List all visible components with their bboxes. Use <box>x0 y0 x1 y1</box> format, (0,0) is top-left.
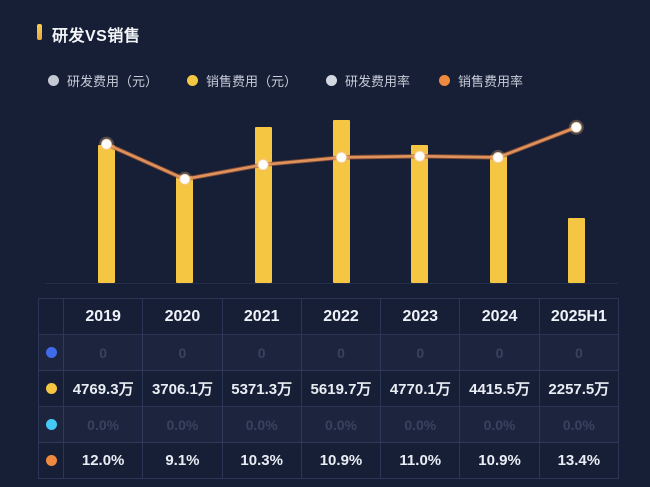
table-cell-2024: 0.0% <box>460 407 540 443</box>
data-point-2019[interactable] <box>101 138 112 150</box>
table-cell-2021: 10.3% <box>222 443 302 479</box>
legend-item-sales-expense-rate[interactable]: 销售费用率 <box>439 71 523 90</box>
table-cell-2024: 0 <box>460 335 540 371</box>
legend-dot-icon <box>48 75 59 86</box>
series-dot-icon <box>45 383 57 394</box>
data-point-2024[interactable] <box>492 151 504 163</box>
table-cell-2019: 4769.3万 <box>64 371 144 407</box>
legend-dot-icon <box>187 75 199 86</box>
table-cell-2019: 12.0% <box>64 443 144 479</box>
data-point-2022[interactable] <box>335 151 347 163</box>
table-cell-2022: 10.9% <box>301 443 382 479</box>
bar-2019[interactable] <box>98 144 115 283</box>
legend-dot-icon <box>439 75 451 86</box>
page-title: 研发VS销售 <box>52 28 141 45</box>
table-cell-2022: 0.0% <box>301 407 382 443</box>
table-cell-2021: 0.0% <box>222 407 302 443</box>
table-header-2022: 2022 <box>301 299 382 335</box>
table-cell-2025H1: 0.0% <box>539 407 619 443</box>
series-dot-cell <box>39 335 64 371</box>
table-cell-2025H1: 13.4% <box>539 443 619 479</box>
bar-2020[interactable] <box>176 175 194 283</box>
legend: 研发费用（元） 销售费用（元） 研发费用率 销售费用率 <box>48 71 523 90</box>
table-cell-2023: 4770.1万 <box>381 371 461 407</box>
table-cell-2022: 5619.7万 <box>301 371 382 407</box>
table-cell-2020: 9.1% <box>143 443 223 479</box>
legend-dot-icon <box>326 75 338 86</box>
series-dot-icon <box>45 419 57 430</box>
table-cell-2025H1: 0 <box>539 335 619 371</box>
data-table: 2019 2020 2021 2022 2023 2024 2025H1 0 0 0 0 0 0 0 476… <box>38 298 619 479</box>
series-dot-icon <box>45 347 57 358</box>
series-dot-cell <box>39 443 64 479</box>
table-cell-2023: 0 <box>381 335 461 371</box>
table-cell-2024: 4415.5万 <box>460 371 540 407</box>
x-axis-line <box>45 283 618 284</box>
table-header-2019: 2019 <box>64 299 144 335</box>
table-header-2024: 2024 <box>460 299 540 335</box>
bar-2025H1[interactable] <box>567 217 585 283</box>
table-cell-2020: 3706.1万 <box>143 371 223 407</box>
bar-2023[interactable] <box>411 144 429 283</box>
table-cell-2021: 5371.3万 <box>222 371 302 407</box>
legend-item-rd-expense-rate[interactable]: 研发费用率 <box>326 71 410 90</box>
legend-item-sales-expense[interactable]: 销售费用（元） <box>187 71 297 90</box>
table-header-2020: 2020 <box>143 299 223 335</box>
table-header-corner <box>39 299 64 335</box>
table-header-2025H1: 2025H1 <box>539 299 619 335</box>
data-point-2025H1[interactable] <box>570 121 582 133</box>
legend-item-rd-expense[interactable]: 研发费用（元） <box>48 71 158 90</box>
table-cell-2023: 11.0% <box>381 443 461 479</box>
table-header-2021: 2021 <box>222 299 302 335</box>
title-accent-bar <box>37 24 42 40</box>
series-dot-cell <box>39 371 64 407</box>
table-cell-2025H1: 2257.5万 <box>539 371 619 407</box>
table-cell-2022: 0 <box>301 335 382 371</box>
table-header-2023: 2023 <box>381 299 461 335</box>
series-dot-icon <box>45 455 57 466</box>
table-cell-2020: 0 <box>143 335 223 371</box>
series-dot-cell <box>39 407 64 443</box>
data-point-2020[interactable] <box>179 173 191 185</box>
data-point-2021[interactable] <box>257 159 269 171</box>
legend-label: 研发费用（元） <box>67 74 159 89</box>
legend-label: 销售费用（元） <box>206 74 298 89</box>
table-cell-2023: 0.0% <box>381 407 461 443</box>
table-cell-2019: 0 <box>64 335 144 371</box>
legend-label: 销售费用率 <box>458 74 524 89</box>
table-cell-2021: 0 <box>222 335 302 371</box>
data-point-2023[interactable] <box>414 150 426 162</box>
legend-label: 研发费用率 <box>345 74 411 89</box>
table-cell-2020: 0.0% <box>143 407 223 443</box>
table-cell-2024: 10.9% <box>460 443 540 479</box>
table-cell-2019: 0.0% <box>64 407 144 443</box>
bar-2024[interactable] <box>489 154 507 283</box>
